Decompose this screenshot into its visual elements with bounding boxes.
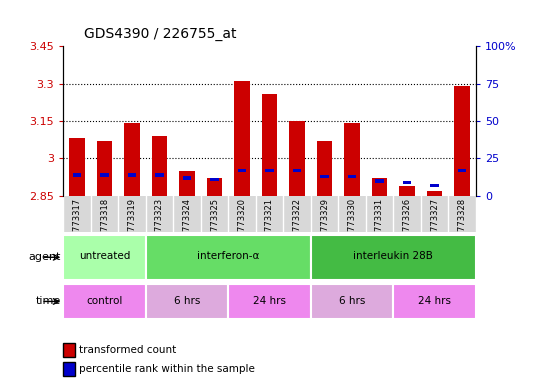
FancyBboxPatch shape	[63, 284, 146, 319]
Text: interferon-α: interferon-α	[197, 251, 260, 261]
Text: interleukin 28B: interleukin 28B	[353, 251, 433, 261]
Bar	[458, 169, 466, 172]
Text: GSM773321: GSM773321	[265, 198, 274, 249]
Bar	[152, 136, 167, 196]
FancyBboxPatch shape	[228, 284, 311, 319]
Text: untreated: untreated	[79, 251, 130, 261]
Bar	[234, 81, 250, 196]
Bar	[372, 179, 387, 196]
Bar	[100, 173, 109, 177]
Bar	[155, 173, 164, 177]
FancyBboxPatch shape	[393, 284, 476, 319]
Bar	[293, 169, 301, 172]
Text: GSM773318: GSM773318	[100, 198, 109, 249]
Text: 24 hrs: 24 hrs	[253, 296, 286, 306]
Text: 6 hrs: 6 hrs	[174, 296, 200, 306]
Bar	[179, 171, 195, 196]
Text: GSM773324: GSM773324	[183, 198, 191, 249]
Bar	[238, 169, 246, 172]
Text: 6 hrs: 6 hrs	[339, 296, 365, 306]
Bar	[262, 94, 277, 196]
Bar	[97, 141, 112, 196]
Bar	[128, 173, 136, 177]
Text: GSM773325: GSM773325	[210, 198, 219, 249]
Bar	[210, 178, 219, 181]
Bar	[348, 175, 356, 178]
Text: GSM773317: GSM773317	[73, 198, 81, 249]
Bar	[427, 191, 442, 196]
Bar	[289, 121, 305, 196]
Bar	[454, 86, 470, 196]
Text: agent: agent	[28, 252, 60, 262]
Bar	[73, 173, 81, 177]
Bar	[69, 139, 85, 196]
Text: GSM773326: GSM773326	[403, 198, 411, 249]
Bar	[320, 175, 329, 178]
Bar	[207, 179, 222, 196]
Text: GSM773328: GSM773328	[458, 198, 466, 249]
Text: GDS4390 / 226755_at: GDS4390 / 226755_at	[84, 27, 236, 41]
Text: percentile rank within the sample: percentile rank within the sample	[79, 364, 255, 374]
FancyBboxPatch shape	[146, 284, 228, 319]
Text: GSM773322: GSM773322	[293, 198, 301, 249]
Bar	[399, 186, 415, 196]
Text: GSM773329: GSM773329	[320, 198, 329, 249]
Bar	[430, 184, 439, 187]
FancyBboxPatch shape	[311, 235, 476, 280]
Text: transformed count: transformed count	[79, 345, 176, 355]
Text: GSM773320: GSM773320	[238, 198, 246, 249]
Bar	[375, 179, 384, 182]
Text: 24 hrs: 24 hrs	[418, 296, 451, 306]
Bar	[403, 181, 411, 184]
Text: GSM773319: GSM773319	[128, 198, 136, 249]
Bar	[344, 124, 360, 196]
Bar	[317, 141, 332, 196]
Text: GSM773323: GSM773323	[155, 198, 164, 249]
Text: GSM773330: GSM773330	[348, 198, 356, 249]
FancyBboxPatch shape	[311, 284, 393, 319]
Bar	[124, 124, 140, 196]
FancyBboxPatch shape	[146, 235, 311, 280]
Text: control: control	[86, 296, 123, 306]
Text: time: time	[35, 296, 60, 306]
Bar	[265, 169, 274, 172]
Bar	[183, 176, 191, 179]
Text: GSM773331: GSM773331	[375, 198, 384, 249]
FancyBboxPatch shape	[63, 235, 146, 280]
Text: GSM773327: GSM773327	[430, 198, 439, 249]
